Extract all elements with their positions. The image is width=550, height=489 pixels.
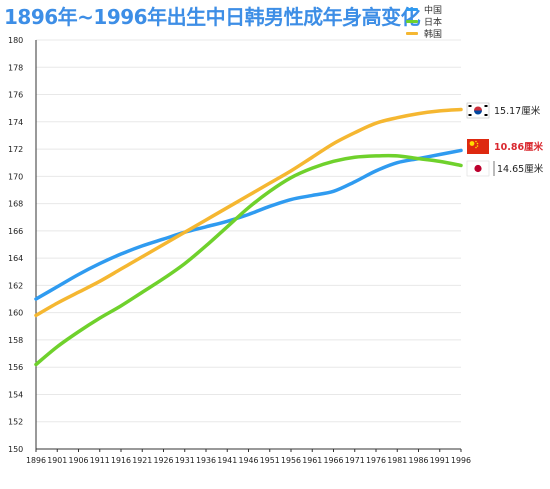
x-tick-label: 1946	[239, 456, 259, 465]
y-tick-label: 156	[8, 363, 23, 372]
china-flag	[467, 139, 489, 154]
annotation-korea: 15.17厘米	[466, 102, 541, 119]
legend-label-japan: 日本	[424, 17, 443, 28]
x-tick-label: 1956	[281, 456, 301, 465]
annotations: 15.17厘米 10.86厘米 14.65厘米	[466, 102, 544, 177]
x-tick-label: 1996	[451, 456, 471, 465]
legend-swatch-china	[406, 7, 418, 11]
y-tick-label: 178	[8, 63, 23, 72]
x-tick-label: 1926	[154, 456, 174, 465]
x-tick-label: 1901	[47, 456, 67, 465]
y-axis: 150 152 154 156 158 160 162 164 166 168 170 172 174 1…	[8, 36, 23, 454]
x-tick-label: 1911	[90, 456, 110, 465]
annotation-label: 14.65厘米	[497, 163, 544, 175]
legend-item-korea: 韩国	[406, 27, 443, 40]
y-tick-label: 152	[8, 418, 23, 427]
x-tick-label: 1951	[260, 456, 280, 465]
series-line-korea	[34, 107, 463, 318]
annotation-japan: 14.65厘米	[466, 160, 544, 177]
series-line-china	[34, 148, 463, 301]
legend-item-china: 中国	[406, 3, 443, 16]
y-tick-label: 150	[8, 445, 23, 454]
grid	[36, 39, 461, 450]
x-tick-label: 1961	[302, 456, 322, 465]
x-tick-label: 1936	[196, 456, 216, 465]
japan-flag	[466, 160, 490, 177]
x-tick-label: 1966	[324, 456, 344, 465]
y-tick-label: 164	[8, 254, 23, 263]
legend: 中国 日本 韩国	[406, 3, 443, 40]
x-tick-label: 1971	[345, 456, 365, 465]
y-tick-label: 176	[8, 91, 23, 100]
series-line-japan	[34, 153, 463, 367]
legend-item-japan: 日本	[406, 15, 443, 28]
x-tick-label: 1941	[217, 456, 237, 465]
x-tick-label: 1896	[26, 456, 46, 465]
chart-title: 1896年~1996年出生中日韩男性成年身高变化	[4, 5, 421, 29]
y-tick-label: 160	[8, 309, 23, 318]
y-tick-label: 180	[8, 36, 23, 45]
korea-flag	[466, 102, 490, 119]
x-tick-label: 1981	[387, 456, 407, 465]
y-tick-label: 172	[8, 145, 23, 154]
y-tick-label: 158	[8, 336, 23, 345]
y-tick-label: 154	[8, 390, 23, 399]
series-lines	[34, 107, 463, 367]
x-tick-label: 1976	[366, 456, 386, 465]
y-tick-label: 168	[8, 200, 23, 209]
x-tick-label: 1986	[409, 456, 429, 465]
x-tick-label: 1921	[132, 456, 152, 465]
x-axis: 1896 1901 1906 1911 1916 1921 1926 1931 1936 1941…	[26, 40, 471, 465]
annotation-label: 15.17厘米	[494, 105, 541, 117]
x-tick-label: 1991	[430, 456, 450, 465]
y-tick-label: 162	[8, 281, 23, 290]
legend-swatch-japan	[406, 19, 418, 23]
x-tick-label: 1931	[175, 456, 195, 465]
legend-label-china: 中国	[424, 5, 443, 16]
x-tick-label: 1906	[69, 456, 89, 465]
x-tick-label: 1916	[111, 456, 131, 465]
annotation-label: 10.86厘米	[494, 141, 544, 153]
y-tick-label: 166	[8, 227, 23, 236]
annotation-china: 10.86厘米	[467, 139, 544, 154]
y-tick-label: 174	[8, 118, 23, 127]
legend-swatch-korea	[406, 31, 418, 35]
legend-label-korea: 韩国	[424, 29, 443, 40]
y-tick-label: 170	[8, 172, 23, 181]
